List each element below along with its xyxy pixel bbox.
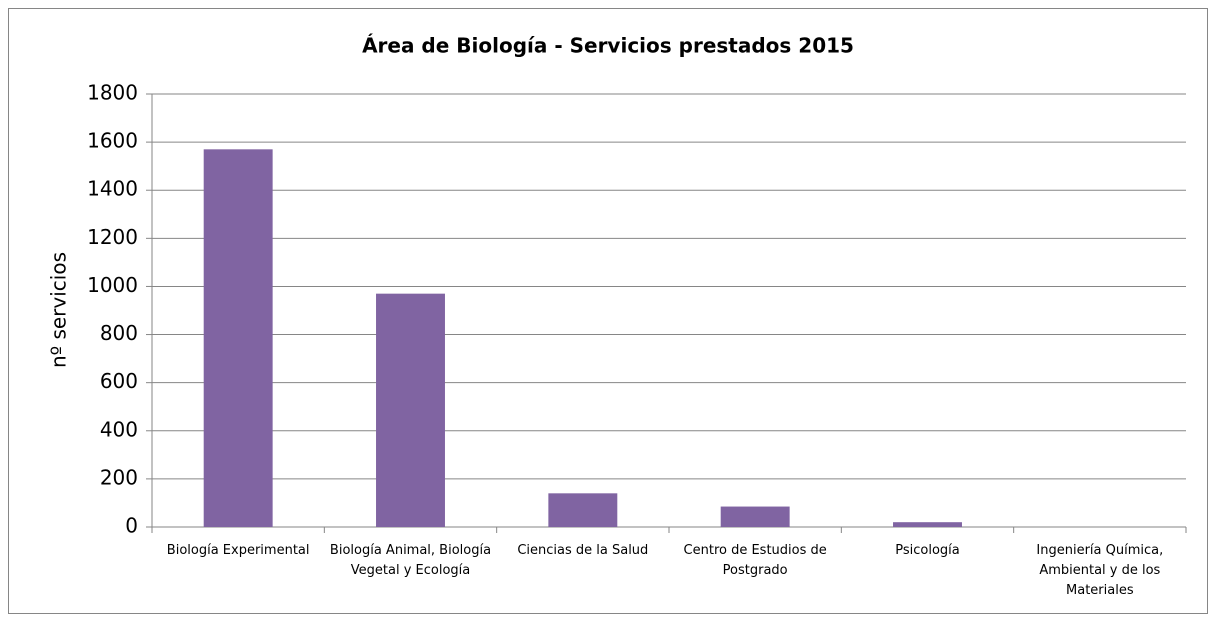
y-tick-label: 1200 [87, 225, 138, 249]
x-tick-label: Biología Animal, Biología Vegetal y Ecol… [329, 543, 492, 578]
y-tick-label: 400 [100, 417, 138, 441]
y-tick-label: 0 [125, 514, 138, 538]
bar [720, 506, 790, 527]
y-tick-label: 1800 [87, 81, 138, 105]
y-tick-label: 800 [100, 321, 138, 345]
bar [548, 493, 618, 527]
y-tick-label: 600 [100, 369, 138, 393]
bar [893, 522, 962, 527]
x-tick-label: Ingeniería Química, Ambiental y de los M… [1036, 543, 1164, 598]
x-tick-label: Ciencias de la Salud [517, 543, 649, 558]
bar [376, 293, 445, 527]
y-tick-label: 1600 [87, 129, 138, 153]
chart-title: Área de Biología - Servicios prestados 2… [362, 34, 854, 58]
x-tick-label: Biología Experimental [166, 543, 310, 558]
y-axis-label: nº servicios [47, 252, 71, 368]
y-tick-label: 1000 [87, 273, 138, 297]
y-tick-label: 200 [100, 465, 138, 489]
x-tick-label: Psicología [895, 543, 960, 558]
y-tick-label: 1400 [87, 177, 138, 201]
bar [203, 149, 273, 528]
x-tick-label: Centro de Estudios de Postgrado [683, 543, 827, 578]
